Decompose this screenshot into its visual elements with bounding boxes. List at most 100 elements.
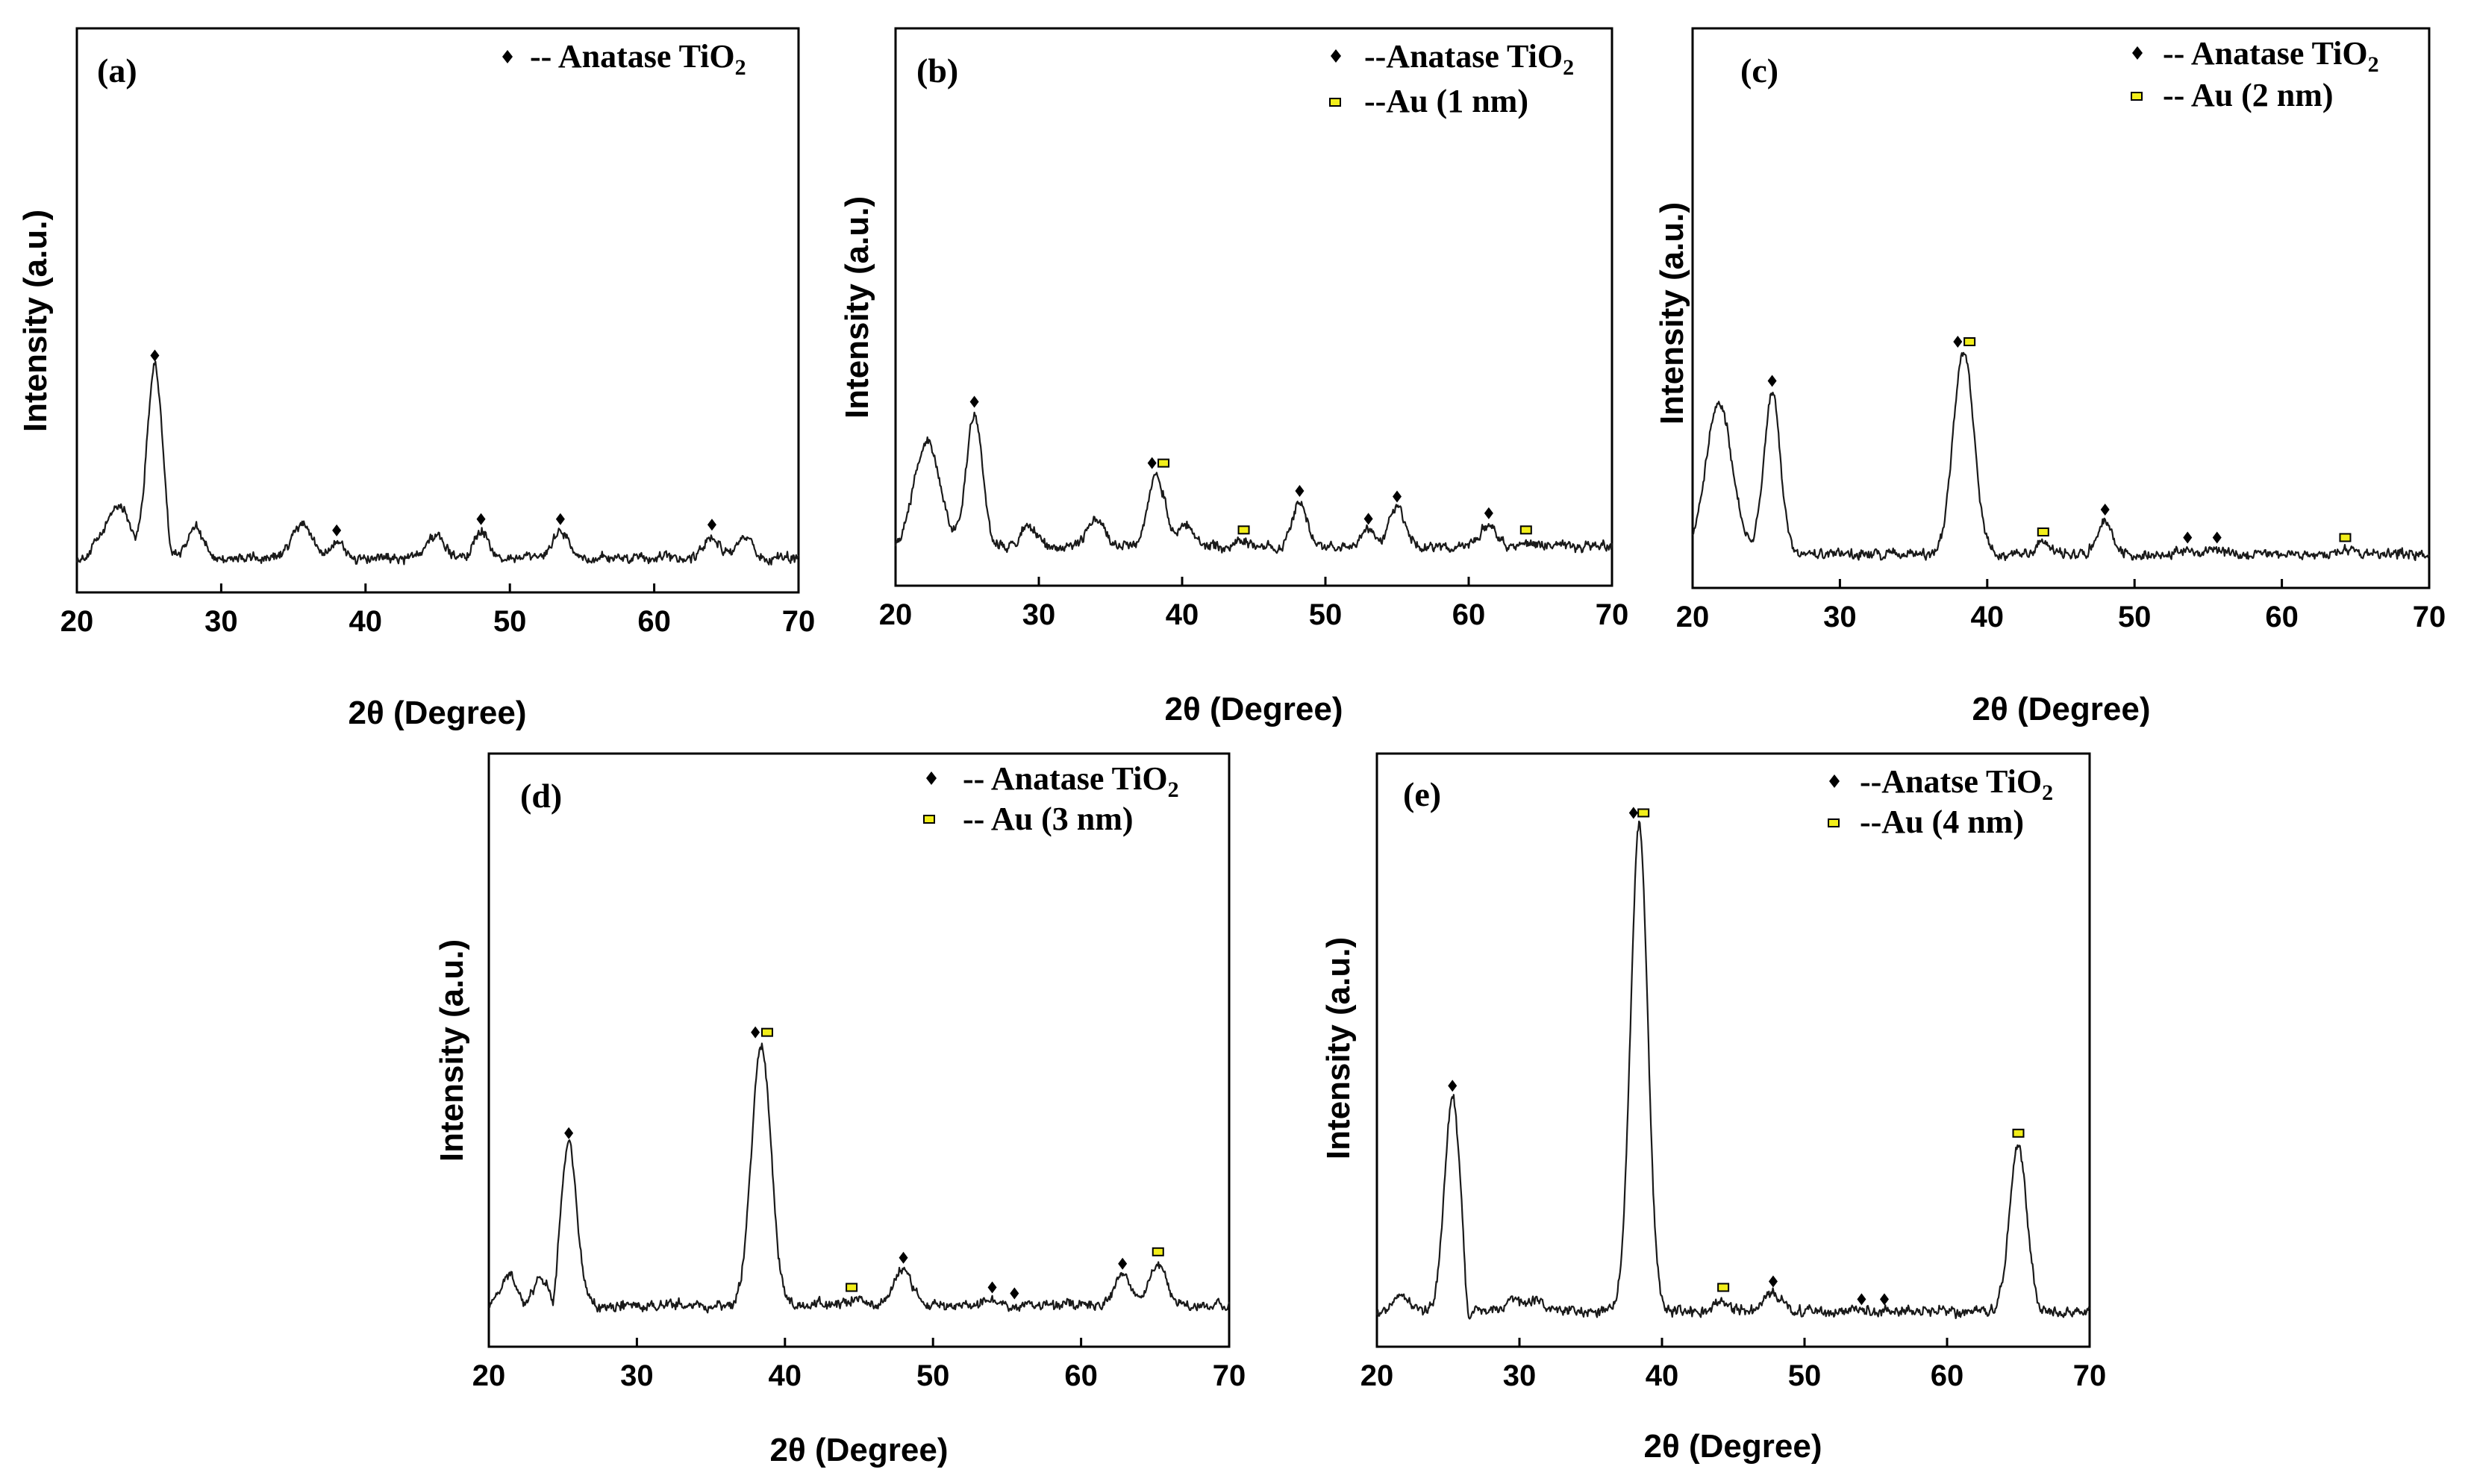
panel-d: 20 30 40 50 60 70 (d) -- Anatase TiO2 -- Au (… (434, 752, 1246, 1468)
panel-e: 20 30 40 50 60 70 (e) --Anatse TiO2 --Au (4 n… (1320, 752, 2107, 1465)
x-ticks (75, 583, 800, 592)
anatase-peak-marker (332, 524, 342, 536)
legend-anatase-marker (2132, 46, 2143, 60)
anatase-peak-marker (987, 1281, 997, 1294)
anatase-peak-marker (1484, 507, 1493, 519)
plot-frame (1375, 752, 2091, 1348)
legend-anatase-label: -- Anatase TiO2 (2163, 35, 2379, 77)
x-tick-label: 60 (1931, 1359, 1964, 1392)
x-ticks (894, 577, 1613, 586)
anatase-peak-marker (1857, 1293, 1866, 1306)
legend-au-marker (1828, 818, 1840, 827)
x-axis-title: 2θ (Degree) (1644, 1428, 1822, 1465)
plot-frame (75, 27, 800, 594)
x-tick-label: 60 (637, 605, 671, 638)
x-tick-label: 50 (1788, 1359, 1822, 1392)
legend-au-label: -- Au (2 nm) (2163, 77, 2334, 113)
x-tick-label: 40 (1166, 598, 1199, 631)
au-peak-marker (760, 1027, 773, 1037)
x-tick-label: 70 (1213, 1359, 1246, 1392)
plot-frame (487, 752, 1231, 1348)
anatase-peak-marker (1295, 485, 1305, 498)
x-tick-label: 70 (1596, 598, 1629, 631)
anatase-peak-marker (1879, 1293, 1889, 1306)
xrd-trace (1375, 820, 2090, 1320)
x-tick-labels: 20 30 40 50 60 70 (60, 605, 816, 638)
x-tick-label: 20 (1676, 601, 1710, 633)
x-tick-label: 30 (1022, 598, 1056, 631)
legend: -- Anatase TiO2 (502, 38, 746, 80)
anatase-peak-marker (969, 395, 979, 408)
x-tick-label: 40 (769, 1359, 802, 1392)
anatase-peak-marker (1363, 513, 1373, 525)
legend-au-label: -- Au (3 nm) (963, 801, 1134, 837)
au-peak-marker (1152, 1247, 1164, 1256)
legend-anatase-label: --Anatase TiO2 (1364, 38, 1574, 80)
au-peak-marker (1637, 808, 1650, 818)
x-tick-label: 20 (472, 1359, 506, 1392)
peak-markers (564, 1026, 1164, 1300)
x-tick-labels: 20 30 40 50 60 70 (1360, 1359, 2107, 1392)
x-tick-labels: 20 30 40 50 60 70 (879, 598, 1629, 631)
y-axis-title: Intensity (a.u.) (839, 196, 875, 419)
xrd-trace (488, 1042, 1231, 1314)
panel-label: (c) (1740, 51, 1778, 90)
x-tick-label: 30 (204, 605, 238, 638)
au-peak-marker (2339, 533, 2352, 542)
legend-anatase-marker (1829, 774, 1840, 788)
anatase-peak-marker (1448, 1080, 1458, 1092)
anatase-peak-marker (1953, 336, 1963, 348)
anatase-peak-marker (1768, 1275, 1778, 1288)
legend-anatase-marker (502, 50, 513, 63)
peak-markers (969, 395, 1532, 535)
au-peak-marker (1237, 525, 1250, 535)
au-peak-marker (1519, 525, 1532, 535)
x-tick-label: 60 (1064, 1359, 1098, 1392)
x-axis-title: 2θ (Degree) (1165, 691, 1343, 727)
x-tick-label: 70 (2073, 1359, 2107, 1392)
anatase-peak-marker (1767, 375, 1777, 387)
anatase-peak-marker (1010, 1287, 1019, 1300)
x-tick-label: 20 (879, 598, 913, 631)
au-peak-marker (1717, 1283, 1730, 1292)
legend-au-marker (2131, 92, 2143, 101)
anatase-peak-marker (555, 513, 565, 525)
y-axis-title: Intensity (a.u.) (17, 210, 54, 432)
legend: -- Anatase TiO2 -- Au (2 nm) (2131, 35, 2379, 113)
x-axis-title: 2θ (Degree) (349, 695, 527, 731)
x-tick-label: 30 (1503, 1359, 1537, 1392)
x-tick-label: 40 (1971, 601, 2005, 633)
anatase-peak-marker (707, 519, 716, 531)
x-tick-labels: 20 30 40 50 60 70 (472, 1359, 1246, 1392)
au-peak-marker (846, 1283, 858, 1292)
anatase-peak-marker (150, 349, 160, 362)
panel-b: 20 30 40 50 60 70 (b) --Anatase TiO2 --Au (1 … (839, 27, 1629, 727)
legend: -- Anatase TiO2 -- Au (3 nm) (923, 760, 1179, 837)
anatase-peak-marker (2183, 531, 2193, 544)
xrd-trace (75, 360, 800, 566)
au-peak-marker (1963, 337, 1976, 346)
x-tick-label: 40 (1646, 1359, 1679, 1392)
anatase-peak-marker (2212, 531, 2222, 544)
x-ticks (487, 1338, 1231, 1347)
x-tick-label: 50 (1309, 598, 1343, 631)
x-tick-labels: 20 30 40 50 60 70 (1676, 601, 2446, 633)
legend: --Anatse TiO2 --Au (4 nm) (1828, 763, 2053, 840)
x-tick-label: 70 (782, 605, 816, 638)
anatase-peak-marker (1147, 457, 1157, 469)
x-tick-label: 40 (349, 605, 383, 638)
peak-markers (1767, 336, 2352, 544)
y-axis-title: Intensity (a.u.) (434, 939, 470, 1162)
anatase-peak-marker (1393, 490, 1402, 503)
legend: --Anatase TiO2 --Au (1 nm) (1329, 38, 1574, 119)
x-ticks (1691, 579, 2431, 588)
x-tick-label: 50 (493, 605, 527, 638)
xrd-trace (894, 411, 1613, 554)
anatase-peak-marker (899, 1251, 908, 1264)
x-tick-label: 70 (2413, 601, 2446, 633)
peak-markers (150, 349, 716, 536)
x-tick-label: 50 (916, 1359, 950, 1392)
panel-label: (b) (916, 51, 958, 90)
x-tick-label: 50 (2118, 601, 2152, 633)
anatase-peak-marker (476, 513, 486, 525)
